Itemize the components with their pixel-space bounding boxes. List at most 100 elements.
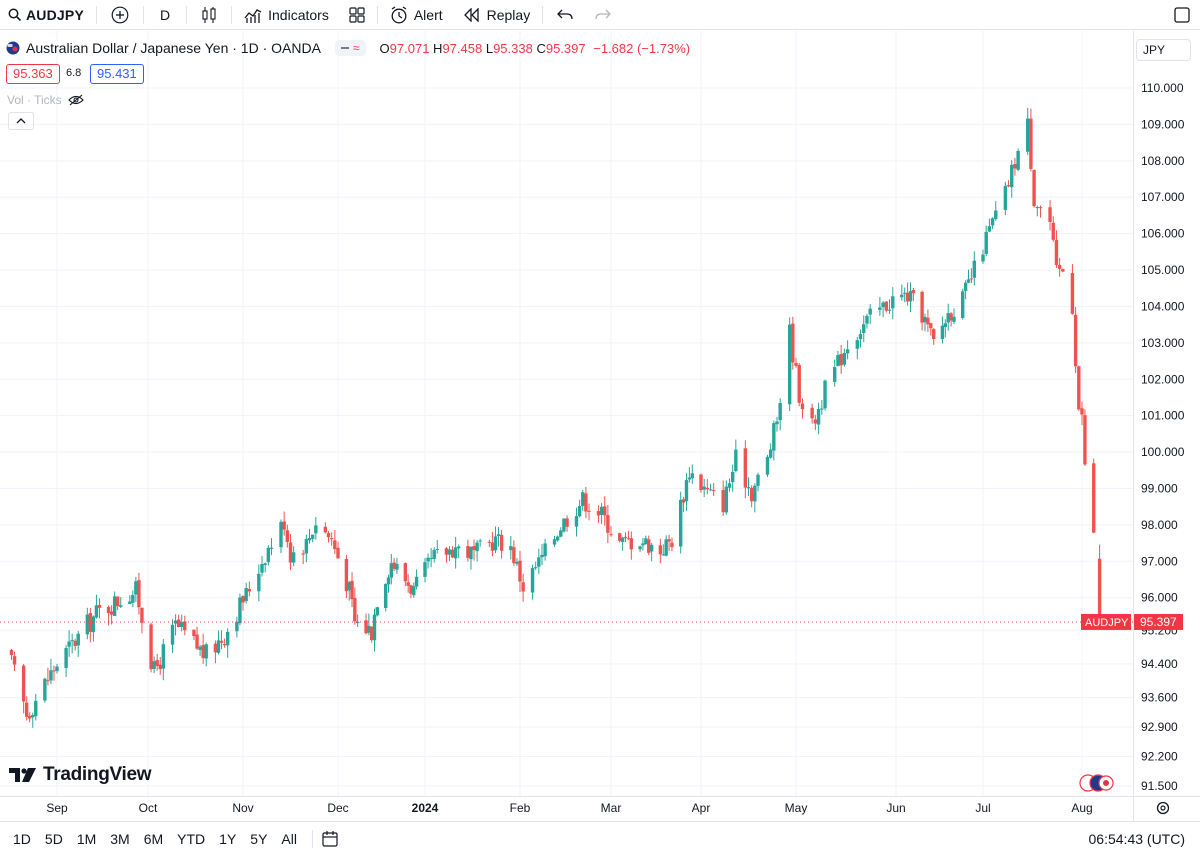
candle xyxy=(395,557,399,574)
time-tick-label: Apr xyxy=(692,801,711,815)
candle xyxy=(559,527,563,538)
fullscreen-button[interactable] xyxy=(1166,0,1198,30)
candle-body xyxy=(176,619,181,628)
range-button-1d[interactable]: 1D xyxy=(13,830,31,847)
open-value: 97.071 xyxy=(389,40,430,56)
utc-clock[interactable]: 06:54:43 (UTC) xyxy=(1088,831,1185,847)
candle-body xyxy=(690,473,694,479)
candle xyxy=(515,558,519,566)
candle-body xyxy=(623,536,628,538)
candle xyxy=(823,379,827,411)
candle-body xyxy=(756,474,760,486)
candle xyxy=(106,605,111,626)
candle-body xyxy=(158,664,162,670)
candle xyxy=(753,483,757,513)
candle-body xyxy=(900,294,904,298)
candle xyxy=(85,607,90,640)
candle-body xyxy=(403,563,408,582)
candle xyxy=(1016,148,1020,172)
compare-symbol-button[interactable] xyxy=(99,0,141,30)
candle xyxy=(310,534,315,543)
tradingview-logo[interactable]: TradingView xyxy=(9,764,152,786)
range-button-ytd[interactable]: YTD xyxy=(177,830,206,847)
sell-price-button[interactable]: 95.363 xyxy=(6,64,60,84)
candle xyxy=(176,614,181,628)
candle-body xyxy=(222,644,227,646)
candle xyxy=(1092,458,1096,534)
candle-body xyxy=(412,586,416,596)
candle-body xyxy=(70,640,74,642)
range-button-3m[interactable]: 3M xyxy=(110,830,130,847)
candle-body xyxy=(487,541,492,543)
indicators-button[interactable]: Indicators xyxy=(234,0,339,30)
gear-icon[interactable] xyxy=(1156,801,1170,815)
approx-badge-label: ≈ xyxy=(352,41,360,55)
candle xyxy=(64,645,68,677)
candle xyxy=(963,280,968,300)
gear-ring xyxy=(1156,801,1170,815)
candle xyxy=(43,677,47,703)
candle-body xyxy=(661,554,665,556)
candle xyxy=(414,569,419,590)
collapse-legend-button[interactable] xyxy=(8,112,34,130)
alert-button[interactable]: Alert xyxy=(380,0,453,30)
candle-body xyxy=(131,595,135,603)
candle xyxy=(730,464,735,492)
range-button-1y[interactable]: 1Y xyxy=(219,830,237,847)
redo-button[interactable] xyxy=(585,0,621,30)
range-button-5d[interactable]: 5D xyxy=(44,830,63,847)
layouts-button[interactable] xyxy=(339,0,375,30)
undo-button[interactable] xyxy=(545,0,585,30)
candle-body xyxy=(905,292,910,302)
search-icon xyxy=(8,8,22,21)
candle-body xyxy=(119,605,123,607)
candle xyxy=(734,439,738,473)
candle xyxy=(49,658,53,684)
replay-button[interactable]: Replay xyxy=(453,0,541,30)
buy-price-button[interactable]: 95.431 xyxy=(90,64,144,84)
candle xyxy=(926,309,930,332)
candle-body xyxy=(257,573,261,592)
range-button-1m[interactable]: 1M xyxy=(76,830,97,847)
candle-body xyxy=(1006,185,1011,187)
candle-body xyxy=(620,537,625,543)
candle xyxy=(887,299,892,314)
candle xyxy=(845,340,850,360)
candle xyxy=(444,546,449,563)
candle-body xyxy=(891,296,895,309)
candle xyxy=(450,546,455,558)
time-tick-label: May xyxy=(785,801,808,815)
candle xyxy=(618,532,622,543)
symbol-search[interactable]: AUDJPY xyxy=(0,0,92,30)
time-axis[interactable]: Sep Oct Nov Dec 2024 Feb Mar Apr May Jun Jul Aug xyxy=(46,801,1092,815)
economic-events-icon[interactable] xyxy=(1079,774,1114,792)
candle-body xyxy=(152,661,156,669)
candle-body xyxy=(862,324,866,333)
candle-body xyxy=(823,380,827,409)
candle-body xyxy=(721,490,725,513)
candle xyxy=(478,538,482,547)
candle-body xyxy=(128,601,132,604)
price-tick-label: 103.000 xyxy=(1141,336,1185,350)
market-status-badge[interactable]: ≈ xyxy=(334,40,366,56)
candle-body xyxy=(85,614,90,635)
candle-body xyxy=(664,539,668,556)
chart-type-button[interactable] xyxy=(189,0,229,30)
eye-off-icon[interactable] xyxy=(67,94,84,106)
price-chart[interactable]: 110.000 109.000 108.000 107.000 106.000 105.0… xyxy=(0,31,1200,821)
price-axis[interactable]: 110.000 109.000 108.000 107.000 106.000 105.0… xyxy=(1141,81,1185,793)
interval-button[interactable]: D xyxy=(146,0,184,30)
range-button-5y[interactable]: 5Y xyxy=(250,830,268,847)
candle-body xyxy=(478,540,482,542)
goto-date-button[interactable] xyxy=(321,830,339,848)
range-button-6m[interactable]: 6M xyxy=(143,830,164,847)
price-tag-label: 95.397 xyxy=(1140,615,1177,629)
currency-selector[interactable]: JPY xyxy=(1136,39,1191,61)
range-button-all[interactable]: All xyxy=(281,830,297,847)
candle xyxy=(170,619,175,653)
candle-body xyxy=(972,260,976,278)
candle-body xyxy=(384,583,388,608)
candle xyxy=(282,511,286,536)
candle xyxy=(565,515,569,532)
candle-body xyxy=(609,534,613,536)
